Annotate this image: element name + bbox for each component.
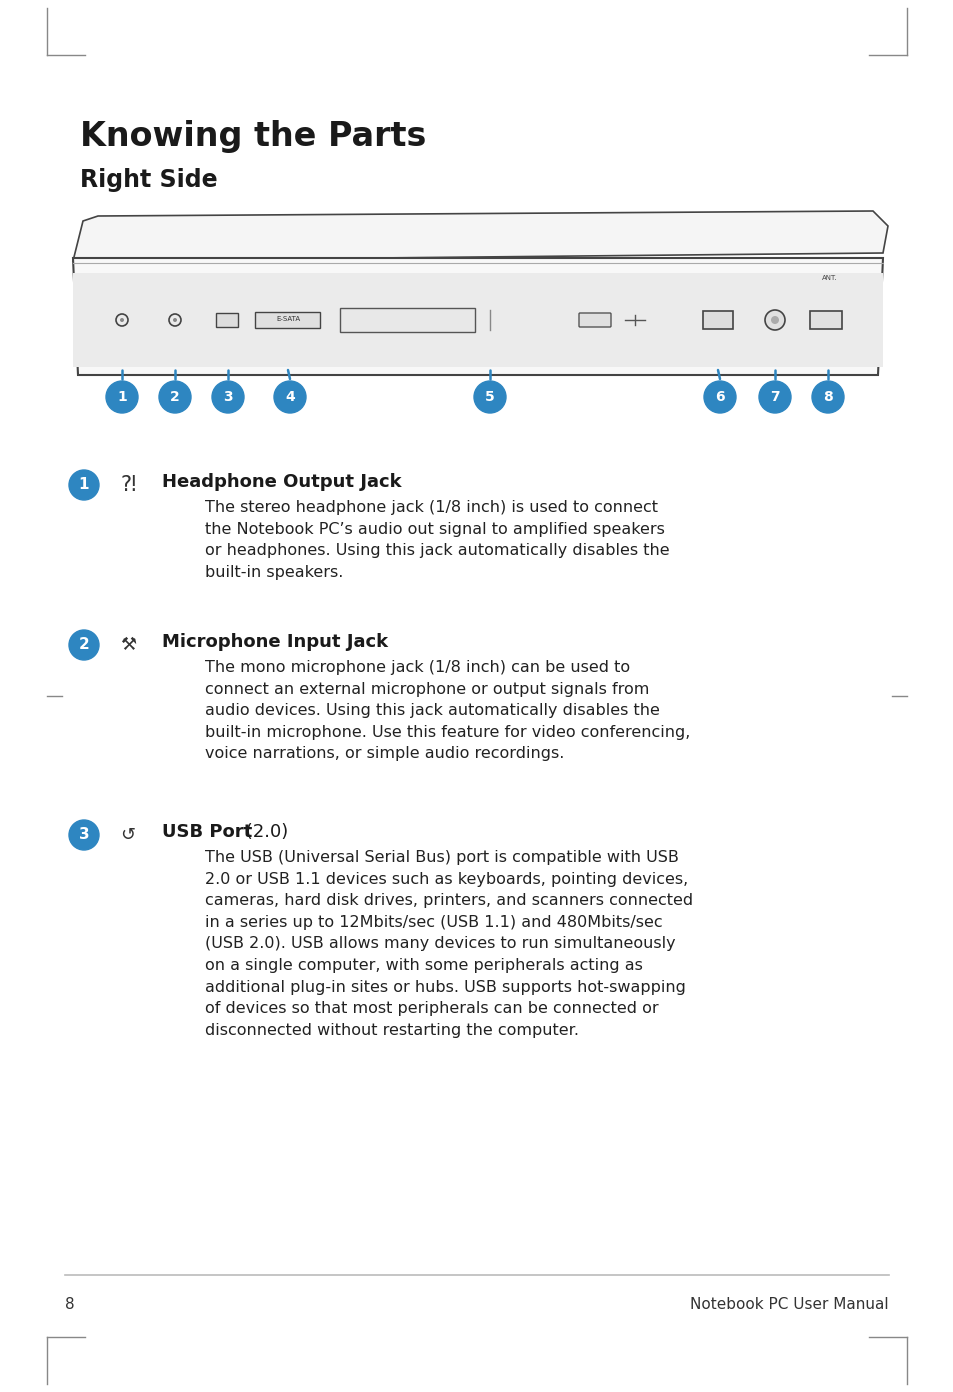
Text: 1: 1 [117, 390, 127, 404]
Text: The stereo headphone jack (1/8 inch) is used to connect
the Notebook PC’s audio : The stereo headphone jack (1/8 inch) is … [205, 500, 669, 580]
Circle shape [764, 310, 784, 330]
Circle shape [172, 317, 177, 322]
Circle shape [212, 381, 244, 413]
FancyBboxPatch shape [73, 273, 882, 367]
Circle shape [159, 381, 191, 413]
Text: E-SATA: E-SATA [275, 316, 300, 322]
Text: Headphone Output Jack: Headphone Output Jack [162, 473, 401, 491]
Text: Right Side: Right Side [80, 168, 217, 192]
Text: 2: 2 [78, 638, 90, 653]
Circle shape [69, 470, 99, 500]
Text: 4: 4 [285, 390, 294, 404]
Text: 7: 7 [769, 390, 779, 404]
Text: The USB (Universal Serial Bus) port is compatible with USB
2.0 or USB 1.1 device: The USB (Universal Serial Bus) port is c… [205, 851, 693, 1038]
Text: 2: 2 [170, 390, 180, 404]
Circle shape [274, 381, 306, 413]
Circle shape [703, 381, 735, 413]
FancyBboxPatch shape [215, 313, 237, 327]
FancyBboxPatch shape [809, 310, 841, 329]
Text: ↺: ↺ [120, 825, 135, 844]
Circle shape [811, 381, 843, 413]
Circle shape [759, 381, 790, 413]
Text: 8: 8 [65, 1297, 74, 1313]
Circle shape [69, 820, 99, 851]
FancyBboxPatch shape [578, 313, 610, 327]
FancyBboxPatch shape [339, 308, 475, 333]
Text: ⚒: ⚒ [120, 636, 136, 654]
Text: ⁈: ⁈ [120, 475, 135, 496]
Text: 8: 8 [822, 390, 832, 404]
Text: Knowing the Parts: Knowing the Parts [80, 120, 426, 153]
FancyBboxPatch shape [254, 312, 319, 329]
Circle shape [69, 631, 99, 660]
Text: USB Port: USB Port [162, 823, 252, 841]
Circle shape [120, 317, 124, 322]
Text: 3: 3 [223, 390, 233, 404]
Text: 6: 6 [715, 390, 724, 404]
Text: 1: 1 [79, 477, 90, 493]
Polygon shape [73, 258, 882, 374]
Text: ANT.: ANT. [821, 276, 837, 281]
Text: (2.0): (2.0) [240, 823, 288, 841]
Text: 3: 3 [78, 827, 90, 842]
Circle shape [106, 381, 138, 413]
FancyBboxPatch shape [702, 310, 732, 329]
Polygon shape [73, 212, 887, 262]
Circle shape [770, 316, 779, 324]
Circle shape [474, 381, 505, 413]
Text: The mono microphone jack (1/8 inch) can be used to
connect an external microphon: The mono microphone jack (1/8 inch) can … [205, 660, 690, 761]
Text: Microphone Input Jack: Microphone Input Jack [162, 633, 388, 651]
Text: Notebook PC User Manual: Notebook PC User Manual [690, 1297, 888, 1313]
Text: 5: 5 [485, 390, 495, 404]
